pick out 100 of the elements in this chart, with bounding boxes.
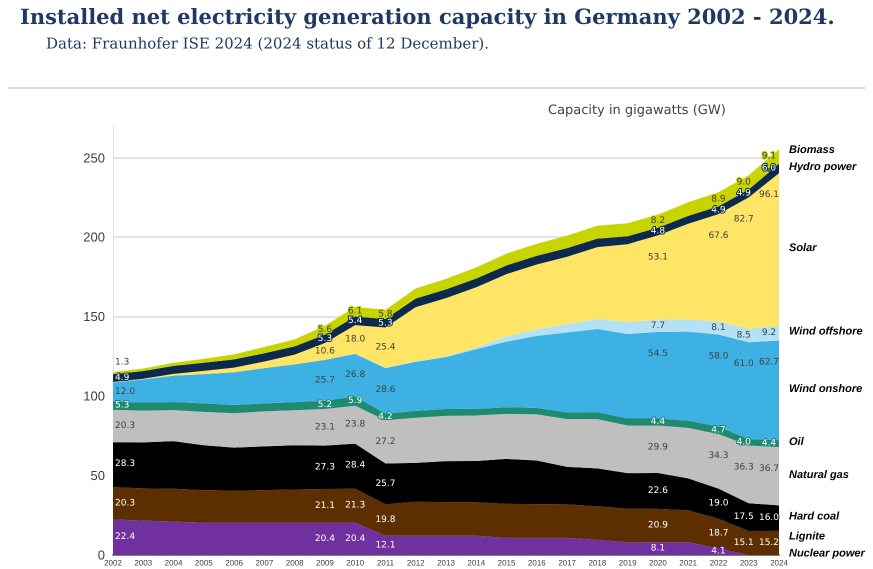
data-label: 20.3 xyxy=(115,421,136,432)
series-label: Lignite xyxy=(789,530,826,542)
x-tick-label: 2020 xyxy=(649,558,668,568)
data-label: 16.0 xyxy=(758,513,780,524)
y-tick-label: 150 xyxy=(83,309,105,324)
data-label: 34.3 xyxy=(708,451,728,462)
x-tick-label: 2010 xyxy=(346,558,365,568)
data-label: 5.3 xyxy=(378,318,393,328)
x-tick-label: 2011 xyxy=(376,558,395,568)
data-label: 28.6 xyxy=(375,385,396,396)
x-tick-label: 2004 xyxy=(164,558,183,568)
data-label: 25.7 xyxy=(314,375,335,386)
data-label: 9.0 xyxy=(736,177,752,188)
data-label: 17.5 xyxy=(734,512,754,522)
data-label: 62.7 xyxy=(758,358,780,368)
data-label: 27.2 xyxy=(375,436,396,447)
data-label: 36.7 xyxy=(758,464,780,474)
y-tick-label: 200 xyxy=(83,230,105,245)
data-label: 23.8 xyxy=(345,420,366,430)
data-label: 25.4 xyxy=(375,342,396,353)
data-label: 36.3 xyxy=(734,462,754,473)
data-label: 20.4 xyxy=(314,534,336,544)
data-label: 4.1 xyxy=(711,546,726,557)
data-label: 6.1 xyxy=(348,306,362,317)
data-label: 5.9 xyxy=(348,396,363,406)
data-label: 4.9 xyxy=(711,205,726,216)
data-label: 5.2 xyxy=(318,400,332,410)
data-label: 26.8 xyxy=(345,370,366,380)
data-label: 4.2 xyxy=(378,412,393,422)
x-tick-label: 2016 xyxy=(528,558,546,568)
data-label: 4.4 xyxy=(650,417,666,428)
x-tick-label: 2022 xyxy=(710,558,728,568)
data-label: 4.9 xyxy=(115,373,130,384)
y-tick-label: 250 xyxy=(83,150,105,166)
data-label: 1.3 xyxy=(115,358,130,368)
data-label: 8.1 xyxy=(650,544,666,554)
data-label: 22.4 xyxy=(115,532,136,542)
x-tick-label: 2019 xyxy=(618,558,638,568)
y-tick-label: 0 xyxy=(98,548,105,562)
x-tick-label: 2015 xyxy=(498,558,516,568)
data-label: 8.5 xyxy=(736,330,751,340)
data-label: 18.0 xyxy=(345,334,366,344)
data-label: 7.7 xyxy=(650,320,666,331)
data-label: 96.1 xyxy=(758,190,780,200)
y-tick-label: 100 xyxy=(83,388,105,404)
data-label: 5.4 xyxy=(348,316,363,326)
x-tick-label: 2012 xyxy=(406,558,426,568)
series-label: Wind offshore xyxy=(789,326,863,338)
data-label: 28.4 xyxy=(345,460,366,471)
data-label: 28.3 xyxy=(115,459,136,470)
data-label: 12.0 xyxy=(115,386,136,397)
data-label: 4.7 xyxy=(711,425,726,436)
x-tick-label: 2017 xyxy=(558,558,577,568)
data-label: 19.8 xyxy=(375,515,396,526)
data-label: 5.6 xyxy=(318,325,332,336)
x-tick-label: 2018 xyxy=(588,558,607,568)
x-tick-label: 2007 xyxy=(255,558,274,568)
x-tick-label: 2003 xyxy=(134,558,153,568)
data-label: 9.2 xyxy=(762,328,776,338)
data-label: 22.6 xyxy=(648,486,668,496)
data-label: 20.4 xyxy=(345,534,366,544)
data-label: 27.3 xyxy=(314,462,335,472)
data-label: 20.9 xyxy=(648,520,668,531)
data-label: 23.1 xyxy=(314,422,335,432)
data-label: 4.4 xyxy=(762,438,776,449)
data-label: 21.1 xyxy=(314,500,335,511)
series-label: Wind onshore xyxy=(789,382,862,395)
series-label: Solar xyxy=(789,242,818,254)
data-label: 19.0 xyxy=(708,498,729,509)
y-tick-label: 50 xyxy=(90,468,105,484)
series-label: Hard coal xyxy=(789,510,840,523)
series-label: Hydro power xyxy=(789,160,857,173)
x-tick-label: 2009 xyxy=(316,558,334,568)
data-label: 5.3 xyxy=(318,334,332,344)
series-label: Nuclear power xyxy=(789,548,866,560)
data-label: 15.2 xyxy=(758,538,780,548)
series-label: Biomass xyxy=(789,144,835,156)
data-label: 29.9 xyxy=(648,442,668,453)
data-label: 67.6 xyxy=(708,231,729,242)
x-tick-label: 2005 xyxy=(194,558,214,568)
data-label: 5.8 xyxy=(378,309,393,320)
data-label: 18.7 xyxy=(708,528,728,539)
y-axis-title: Capacity in gigawatts (GW) xyxy=(548,103,726,118)
series-label: Natural gas xyxy=(789,468,849,481)
chart-subtitle: Data: Fraunhofer ISE 2024 (2024 status of 12 December). xyxy=(46,34,490,52)
data-label: 58.0 xyxy=(708,351,729,362)
data-label: 82.7 xyxy=(734,214,754,224)
data-label: 8.9 xyxy=(711,194,726,204)
data-label: 15.1 xyxy=(734,538,754,548)
x-tick-label: 2024 xyxy=(770,558,788,568)
data-label: 12.1 xyxy=(375,540,396,550)
x-tick-label: 2002 xyxy=(104,558,122,568)
data-label: 4.0 xyxy=(736,437,752,448)
data-label: 20.3 xyxy=(115,498,136,508)
data-label: 8.2 xyxy=(650,216,666,226)
data-label: 54.5 xyxy=(648,348,668,359)
data-label: 10.6 xyxy=(314,346,336,356)
x-tick-label: 2013 xyxy=(437,558,456,568)
x-tick-label: 2023 xyxy=(740,558,758,568)
x-tick-label: 2021 xyxy=(679,558,698,568)
